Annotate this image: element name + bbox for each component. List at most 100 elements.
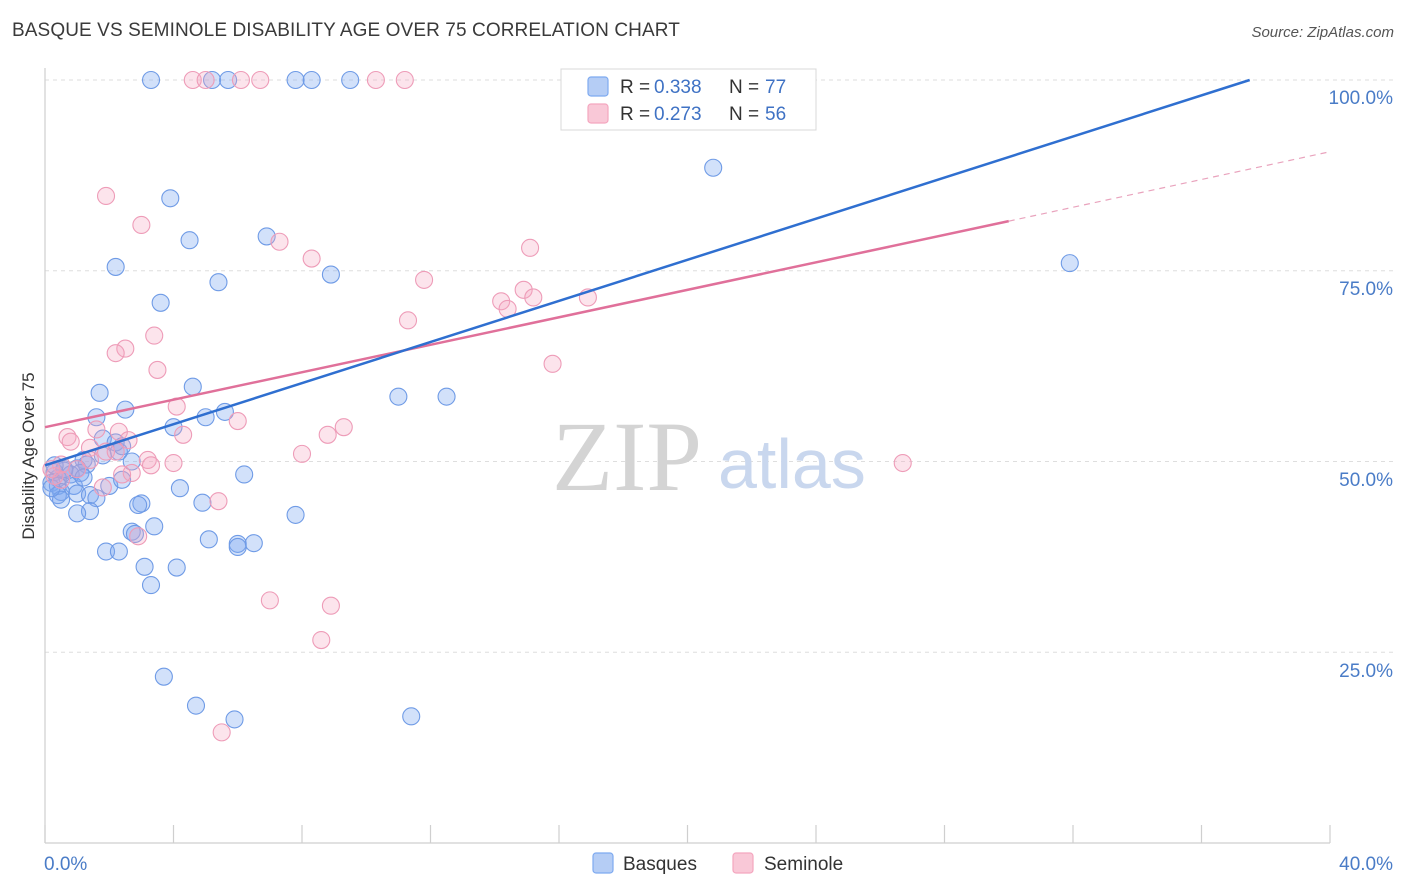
seminole-point	[87, 420, 106, 439]
seminole-point	[174, 425, 193, 444]
seminole-point	[524, 288, 543, 307]
basques-point	[167, 558, 186, 577]
seminole-point	[395, 70, 414, 90]
legend-r-value-basques: 0.338	[654, 77, 702, 98]
seminole-point	[129, 527, 148, 546]
seminole-point	[228, 412, 247, 431]
basques-point	[302, 70, 321, 90]
seminole-point	[398, 311, 418, 330]
seminole-point	[521, 238, 540, 257]
basques-point	[203, 70, 222, 90]
basques-point	[1060, 254, 1079, 273]
seminole-point	[366, 70, 385, 90]
x-ticks	[44, 825, 1331, 843]
seminole-point	[292, 444, 312, 463]
basques-point	[135, 557, 154, 576]
seminole-point	[96, 186, 116, 206]
basques-point	[228, 537, 247, 557]
trend-lines	[44, 78, 1331, 467]
basques-point	[151, 293, 170, 312]
basques-point	[122, 522, 141, 541]
basques-point	[341, 70, 360, 90]
x-tick-label-max: 40.0%	[1339, 854, 1393, 875]
seminole-point	[116, 339, 135, 358]
basques-point	[129, 495, 148, 515]
seminole-point	[93, 478, 112, 497]
basques-point	[68, 504, 87, 523]
basques-point	[154, 667, 173, 686]
basques-point	[235, 465, 254, 484]
basques-point	[113, 470, 132, 489]
basques-point	[219, 70, 238, 90]
y-tick-label: 75.0%	[1339, 279, 1393, 300]
basques-point	[286, 505, 305, 524]
basques-point	[199, 530, 218, 549]
y-tick-label: 50.0%	[1339, 470, 1393, 491]
seminole-point	[183, 70, 202, 90]
basques-point	[704, 158, 723, 177]
y-tick-label: 100.0%	[1329, 88, 1394, 109]
basques-trend-line	[44, 78, 1251, 467]
legend-swatch-seminole	[587, 103, 609, 124]
seminole-point	[312, 630, 331, 650]
seminole-point	[321, 596, 340, 615]
basques-point	[437, 387, 456, 406]
basques-point	[402, 707, 421, 726]
basques-point	[106, 257, 125, 276]
seminole-point	[68, 460, 87, 479]
seminole-point	[132, 215, 151, 235]
seminole-point	[270, 232, 289, 251]
legend-r-label-basques: R =	[620, 77, 650, 98]
seminole-points	[42, 70, 912, 742]
seminole-point	[260, 591, 279, 610]
basques-point	[209, 273, 228, 292]
seminole-point	[893, 453, 912, 473]
bottom-legend-swatch-seminole	[732, 852, 754, 874]
seminole-point	[302, 249, 321, 268]
seminole-point	[61, 432, 80, 451]
legend-n-value-seminole: 56	[765, 104, 786, 125]
basques-point	[96, 542, 116, 561]
y-tick-label: 25.0%	[1339, 661, 1393, 682]
seminole-point	[514, 280, 533, 299]
watermark: ZIP atlas	[552, 401, 866, 512]
basques-point	[125, 524, 144, 544]
seminole-point	[106, 344, 125, 363]
basques-point	[90, 383, 109, 402]
seminole-point	[148, 360, 167, 379]
basques-point	[225, 710, 244, 729]
basques-point	[170, 479, 189, 498]
legend-n-label-seminole: N =	[729, 104, 759, 125]
seminole-point	[164, 453, 183, 473]
basques-point	[193, 493, 212, 512]
basques-point	[244, 534, 263, 553]
basques-point	[183, 377, 202, 396]
legend-r-value-seminole: 0.273	[654, 104, 702, 125]
chart-source: Source: ZipAtlas.com	[1251, 24, 1394, 41]
bottom-legend-label-basques: Basques	[623, 854, 697, 875]
seminole-point	[334, 418, 353, 437]
seminole-point	[145, 326, 164, 345]
chart-title: BASQUE VS SEMINOLE DISABILITY AGE OVER 7…	[12, 20, 680, 41]
seminole-point	[492, 292, 511, 311]
basques-point	[132, 494, 151, 513]
y-tick-labels: 100.0% 75.0% 50.0% 25.0%	[1329, 88, 1394, 682]
watermark-atlas: atlas	[718, 425, 866, 503]
basques-point	[145, 517, 164, 536]
seminole-point	[212, 723, 231, 742]
bottom-legend: Basques Seminole	[592, 852, 843, 875]
grid	[45, 79, 1393, 653]
seminole-trend-line	[44, 219, 1010, 429]
seminole-point	[415, 270, 434, 289]
basques-point	[141, 576, 161, 595]
legend-n-label-basques: N =	[729, 77, 759, 98]
basques-point	[286, 70, 305, 90]
legend: R = 0.338 N = 77 R = 0.273 N = 56	[560, 68, 817, 131]
seminole-point	[543, 354, 562, 373]
basques-point	[161, 189, 180, 208]
basques-point	[321, 265, 340, 284]
seminole-point	[141, 456, 161, 475]
seminole-point	[138, 450, 157, 470]
watermark-zip: ZIP	[552, 401, 702, 512]
